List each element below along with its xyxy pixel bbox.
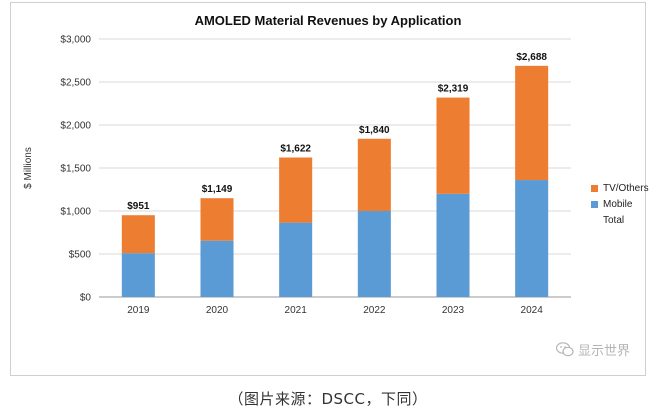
bar-tv-others [515,65,549,181]
y-tick-label: $2,500 [60,78,91,89]
y-tick-label: $0 [80,293,92,304]
x-tick-label: 2021 [285,305,308,316]
chart-title: AMOLED Material Revenues by Application [195,13,462,28]
bar-mobile [200,240,234,297]
bar-mobile [121,253,155,297]
watermark-text: 显示世界 [577,344,630,359]
total-data-label: $1,840 [359,125,390,136]
y-tick-label: $2,000 [60,121,91,132]
x-tick-label: 2022 [363,305,386,316]
total-data-label: $2,688 [516,52,547,63]
x-tick-label: 2024 [521,305,544,316]
legend-swatch-mobile [591,201,598,208]
y-tick-label: $3,000 [60,35,91,46]
x-tick-label: 2019 [127,305,150,316]
total-data-label: $2,319 [438,84,469,95]
bar-mobile [515,180,549,297]
bar-mobile [436,193,470,297]
legend-label-mobile: Mobile [603,199,633,210]
legend-item-tvothers: TV/Others [591,183,649,194]
y-tick-label: $500 [69,250,92,261]
wechat-icon [555,342,574,357]
bar-tv-others [279,157,313,223]
chart-svg: AMOLED Material Revenues by Application $… [23,13,571,316]
bar-mobile [279,222,313,297]
x-tick-label: 2023 [442,305,465,316]
total-data-label: $951 [127,201,150,212]
bar-tv-others [200,198,234,241]
total-data-label: $1,622 [280,144,311,155]
watermark: 显示世界 [555,340,630,359]
legend-label-tvothers: TV/Others [603,183,649,194]
y-tick-label: $1,500 [60,164,91,175]
legend-label-total: Total [603,215,625,226]
bar-tv-others [436,97,470,194]
y-tick-label: $1,000 [60,207,91,218]
legend-item-mobile: Mobile [591,199,632,210]
image-caption: （图片来源：DSCC，下同） [228,390,428,408]
total-data-label: $1,149 [202,184,233,195]
y-axis-label: $ Millions [23,147,34,189]
x-tick-label: 2020 [206,305,229,316]
bar-tv-others [357,138,391,211]
bar-tv-others [121,215,155,254]
legend-swatch-tvothers [591,185,598,192]
legend-swatch-total [591,217,598,224]
chart-frame: AMOLED Material Revenues by Application $… [10,2,649,376]
bar-mobile [357,211,391,297]
legend-item-total: Total [591,215,624,226]
